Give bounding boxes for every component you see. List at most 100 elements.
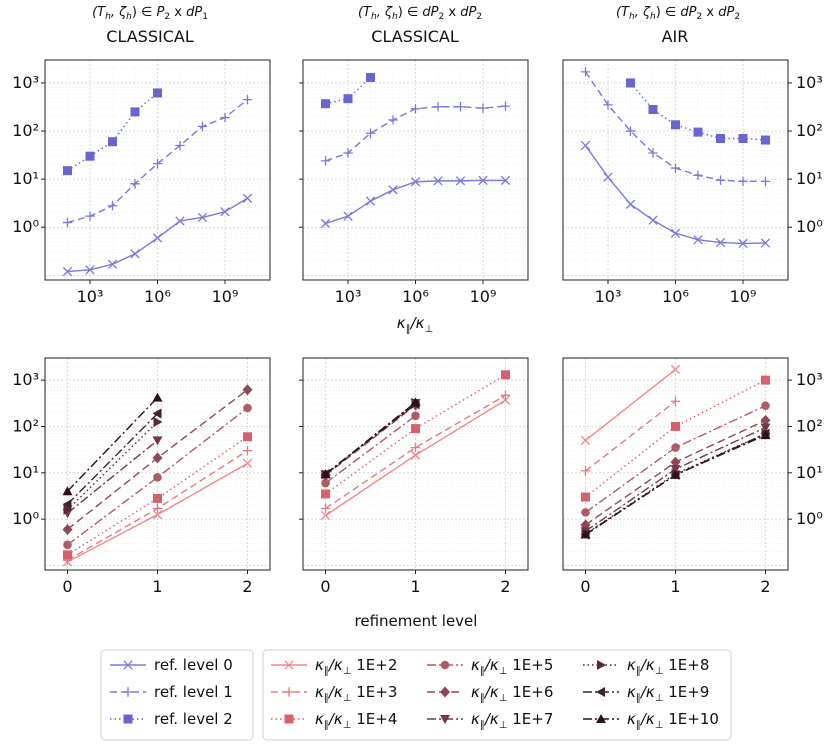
series-line — [325, 374, 506, 495]
legend-entry: κ∥/κ⊥ 1E+2 — [271, 656, 397, 677]
data-point — [411, 424, 420, 434]
series--1e+4 — [581, 375, 770, 502]
data-point — [62, 217, 73, 228]
data-point — [321, 99, 330, 109]
data-point — [670, 456, 681, 468]
legend-right-frame — [262, 649, 732, 741]
series-ref-level-0 — [580, 140, 771, 249]
data-point — [365, 128, 376, 138]
series--1e+5 — [321, 411, 420, 488]
series-ref-level-2 — [321, 72, 375, 109]
data-point — [693, 127, 703, 137]
series-line — [66, 397, 159, 492]
series-line — [325, 394, 506, 510]
series--1e+9 — [62, 408, 162, 510]
data-point — [693, 235, 703, 245]
data-point — [671, 120, 680, 130]
legend-entry: κ∥/κ⊥ 1E+5 — [427, 656, 553, 677]
series--1e+3 — [320, 390, 511, 514]
y-tick-label: 10² — [796, 416, 823, 435]
data-point — [761, 375, 770, 385]
series-ref-level-2 — [626, 78, 770, 145]
data-point — [760, 414, 771, 426]
legend-label: κ∥/κ⊥ 1E+3 — [315, 683, 397, 704]
x-tick-label: 2 — [500, 577, 510, 596]
data-point — [478, 175, 488, 186]
y-tick-label: 10⁰ — [796, 217, 823, 236]
data-point — [197, 212, 208, 223]
x-tick-label: 1 — [410, 577, 420, 596]
series--1e+5 — [581, 401, 770, 517]
data-point — [500, 175, 511, 186]
legend-entry: κ∥/κ⊥ 1E+9 — [583, 683, 709, 704]
data-point — [670, 364, 681, 375]
header-text-top-right: (Th, ζh) ∈ dP2 x dP2 — [616, 5, 740, 22]
legend-marker — [284, 714, 294, 724]
data-point — [153, 88, 162, 98]
legend-left-frame — [100, 649, 254, 741]
legend-entry: ref. level 1 — [110, 683, 233, 701]
series-ref-level-1 — [320, 101, 511, 166]
legend-marker — [123, 687, 133, 697]
series-ref-level-1 — [62, 94, 253, 228]
x-tick-label: 1 — [152, 577, 162, 596]
data-point — [670, 396, 681, 406]
data-point — [130, 249, 140, 259]
series--1e+6 — [62, 384, 253, 535]
data-point — [197, 121, 208, 132]
data-point — [107, 259, 118, 269]
data-point — [320, 469, 331, 479]
legend-marker — [597, 660, 606, 670]
data-point — [365, 196, 376, 206]
data-point — [243, 432, 252, 442]
y-tick-label: 10² — [12, 416, 39, 435]
data-point — [580, 67, 591, 77]
series-line — [325, 404, 416, 476]
data-point — [320, 510, 331, 521]
data-point — [220, 112, 230, 123]
data-point — [152, 158, 163, 169]
series--1e+10 — [320, 397, 421, 479]
data-point — [625, 199, 636, 209]
series--1e+5 — [63, 403, 252, 550]
data-point — [63, 540, 72, 550]
data-point — [343, 94, 353, 104]
series--1e+4 — [321, 370, 510, 499]
legend-label: ref. level 2 — [154, 710, 233, 728]
legend-entry: ref. level 2 — [110, 710, 233, 728]
data-point — [738, 176, 748, 187]
legend-entry: κ∥/κ⊥ 1E+10 — [583, 710, 719, 731]
y-tick-label: 10³ — [12, 73, 39, 92]
header-text-top-middle: (Th, ζh) ∈ dP2 x dP2 — [358, 5, 482, 22]
data-point — [343, 211, 353, 221]
x-tick-label: 10⁶ — [402, 287, 429, 306]
series-line — [325, 415, 416, 484]
data-point — [62, 266, 73, 277]
data-point — [738, 238, 748, 249]
data-point — [581, 492, 590, 502]
data-point — [693, 170, 703, 181]
data-point — [670, 469, 681, 479]
data-point — [152, 452, 163, 464]
panel-bottom-left: 0 1 2 10⁰ 10¹ 10² 10³ — [12, 357, 271, 596]
data-point — [625, 126, 636, 136]
y-tick-label: 10¹ — [12, 463, 39, 482]
data-point — [63, 504, 73, 515]
series--1e+10 — [580, 430, 771, 539]
panel-title-top-right: AIR — [662, 27, 689, 46]
data-point — [152, 503, 163, 514]
series-line — [67, 421, 158, 511]
x-tick-label: 10³ — [77, 287, 104, 306]
data-point — [411, 411, 420, 421]
data-point — [761, 401, 770, 411]
x-tick-label: 1 — [670, 577, 680, 596]
data-point — [580, 466, 591, 476]
y-tick-label: 10⁰ — [12, 509, 39, 528]
data-point — [321, 489, 330, 499]
data-point — [410, 442, 421, 453]
y-tick-label: 10⁰ — [12, 217, 39, 236]
series-line — [67, 413, 158, 505]
data-point — [320, 218, 331, 229]
data-point — [500, 390, 511, 401]
legend-marker — [123, 660, 133, 670]
